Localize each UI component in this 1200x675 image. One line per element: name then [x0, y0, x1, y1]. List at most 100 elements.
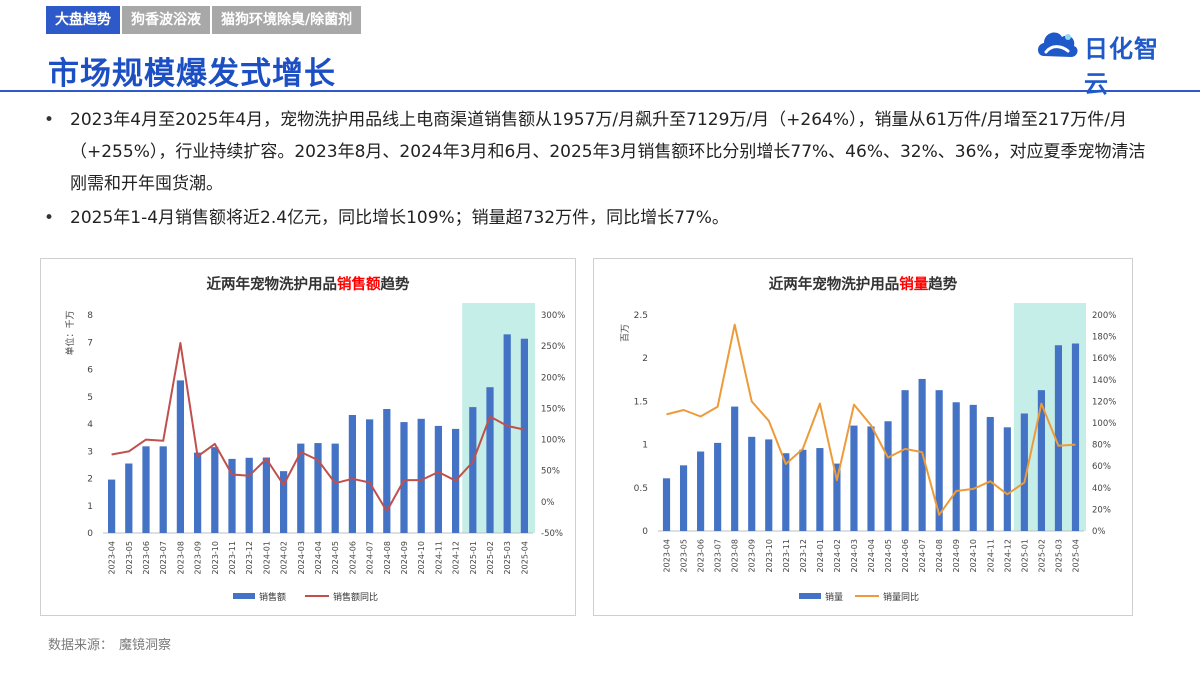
y-tick-label: 2: [642, 354, 648, 364]
summary-bullets: 2023年4月至2025年4月，宠物洗护用品线上电商渠道销售额从1957万/月飙…: [44, 104, 1154, 234]
data-source: 数据来源： 魔镜洞察: [48, 634, 171, 653]
y-tick-label: 8: [87, 311, 93, 321]
y2-tick-label: 140%: [1092, 376, 1116, 386]
x-tick-label: 2024-07: [366, 541, 375, 574]
y2-tick-label: 200%: [541, 373, 565, 383]
chart-title-part: 销量: [899, 275, 928, 293]
y2-tick-label: 60%: [1092, 462, 1111, 472]
x-tick-label: 2024-02: [833, 539, 842, 572]
sales-volume-chart: 近两年宠物洗护用品销量趋势00.511.522.50%20%40%60%80%1…: [620, 275, 1116, 603]
logo-text: 日化智云: [1084, 35, 1159, 98]
bar: [935, 390, 943, 531]
bar: [228, 458, 236, 533]
x-tick-label: 2023-07: [159, 541, 168, 574]
y2-tick-label: 40%: [1092, 484, 1111, 494]
bar: [142, 446, 150, 533]
x-tick-label: 2023-05: [125, 541, 134, 574]
y-tick-label: 7: [87, 338, 93, 348]
x-tick-label: 2023-09: [748, 539, 757, 572]
y2-tick-label: 300%: [541, 311, 565, 321]
y-tick-label: 5: [87, 393, 93, 403]
bullet-item: 2023年4月至2025年4月，宠物洗护用品线上电商渠道销售额从1957万/月飙…: [44, 104, 1154, 200]
y2-tick-label: 100%: [541, 436, 565, 446]
x-tick-label: 2023-11: [782, 539, 791, 572]
y2-tick-label: 100%: [1092, 419, 1116, 429]
tab-deodorant[interactable]: 猫狗环境除臭/除菌剂: [212, 6, 362, 34]
x-tick-label: 2025-01: [469, 541, 478, 574]
legend-label: 销量: [825, 591, 843, 603]
x-tick-label: 2024-09: [400, 541, 409, 574]
y2-tick-label: 0%: [1092, 527, 1106, 537]
x-tick-label: 2024-11: [986, 539, 995, 572]
tab-market-trend[interactable]: 大盘趋势: [46, 6, 120, 34]
bar: [884, 421, 892, 531]
bar: [193, 452, 202, 533]
x-tick-label: 2024-05: [331, 541, 340, 574]
y2-tick-label: 0%: [541, 498, 555, 508]
y-axis-label: 百万: [620, 324, 631, 342]
bar: [262, 457, 271, 533]
y-tick-label: 1: [642, 441, 648, 451]
x-tick-label: 2023-12: [245, 541, 254, 574]
legend-label: 销量同比: [883, 591, 919, 603]
x-tick-label: 2024-03: [297, 541, 306, 574]
y2-tick-label: 250%: [541, 342, 565, 352]
y-tick-label: 3: [87, 447, 93, 457]
bar: [245, 457, 253, 533]
x-tick-label: 2024-03: [850, 539, 859, 572]
bar: [765, 439, 773, 531]
x-tick-label: 2024-12: [1003, 539, 1012, 572]
bar: [434, 425, 443, 533]
x-tick-label: 2024-10: [969, 539, 978, 572]
x-tick-label: 2023-10: [211, 541, 220, 574]
x-tick-label: 2025-01: [1020, 539, 1029, 572]
y2-tick-label: 200%: [1092, 311, 1116, 321]
y2-tick-label: 180%: [1092, 333, 1116, 343]
y2-tick-label: 120%: [1092, 397, 1116, 407]
chart-title-part: 趋势: [928, 275, 957, 293]
y-tick-label: 2: [87, 475, 93, 485]
chart-title-part: 近两年宠物洗护用品: [769, 275, 900, 293]
header-tabs: 大盘趋势 狗香波浴液 猫狗环境除臭/除菌剂: [46, 6, 363, 34]
cloud-logo-icon: [1038, 32, 1078, 57]
bar: [1003, 427, 1011, 531]
x-tick-label: 2024-07: [918, 539, 927, 572]
x-tick-label: 2023-07: [714, 539, 723, 572]
bar: [782, 453, 790, 531]
bar: [731, 406, 739, 531]
x-tick-label: 2023-08: [731, 539, 740, 572]
bar: [469, 407, 477, 533]
x-tick-label: 2025-04: [1071, 539, 1080, 572]
x-tick-label: 2024-06: [348, 541, 357, 574]
tab-dog-shampoo[interactable]: 狗香波浴液: [122, 6, 210, 34]
chart-title-part: 近两年宠物洗护用品: [207, 275, 338, 293]
bar: [211, 447, 219, 533]
bar: [107, 479, 116, 533]
x-tick-label: 2023-06: [697, 539, 706, 572]
x-tick-label: 2025-04: [520, 541, 529, 574]
x-tick-label: 2023-04: [663, 539, 672, 572]
bar: [297, 443, 305, 533]
y2-tick-label: 80%: [1092, 441, 1111, 451]
legend-label: 销售额同比: [333, 591, 378, 603]
bar: [383, 409, 391, 533]
x-tick-label: 2023-10: [765, 539, 774, 572]
bar: [901, 390, 909, 531]
chart-title-part: 趋势: [381, 275, 410, 293]
y-tick-label: 0: [87, 529, 93, 539]
bar: [969, 404, 977, 531]
bar: [679, 465, 688, 531]
page-title: 市场规模爆发式增长: [48, 56, 336, 92]
x-tick-label: 2025-03: [503, 541, 512, 574]
y2-tick-label: -50%: [541, 529, 563, 539]
y-tick-label: 1.5: [634, 397, 648, 407]
bar: [850, 425, 858, 531]
bar: [365, 419, 374, 533]
x-tick-label: 2023-11: [228, 541, 237, 574]
legend-swatch-bar: [799, 593, 821, 599]
bar: [417, 418, 425, 533]
x-tick-label: 2025-03: [1054, 539, 1063, 572]
title-divider: [0, 90, 1200, 92]
x-tick-label: 2023-08: [176, 541, 185, 574]
yoy-line: [111, 342, 525, 513]
